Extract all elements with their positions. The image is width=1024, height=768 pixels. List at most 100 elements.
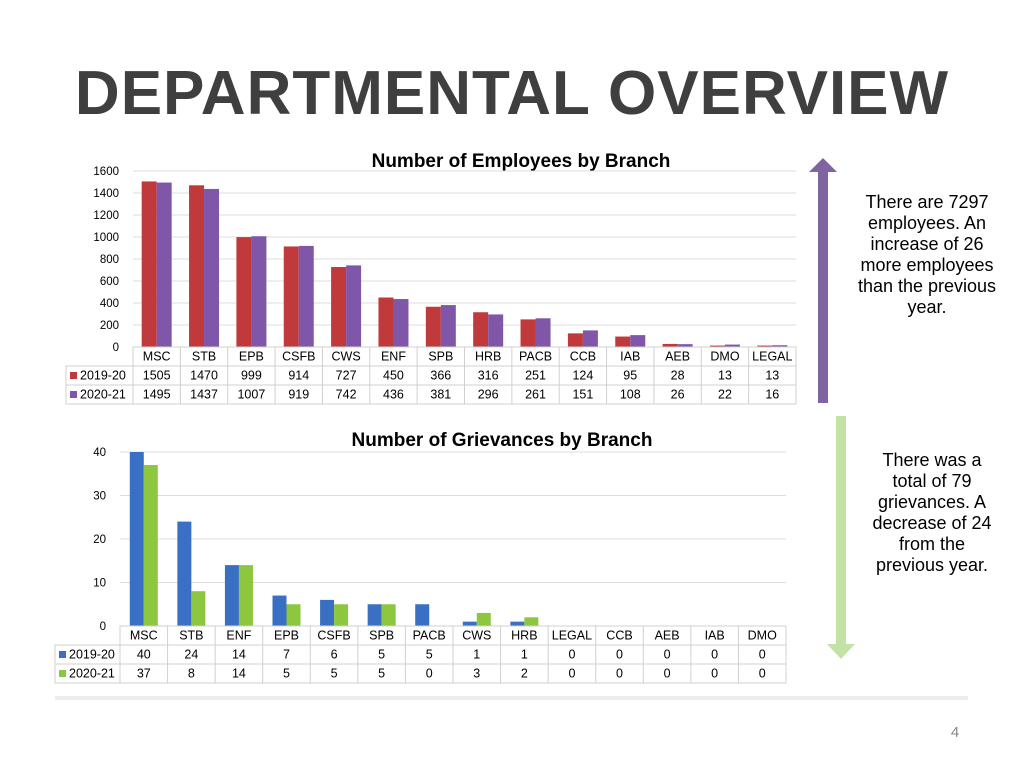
data-label: 727: [336, 369, 357, 383]
y-tick-label: 1200: [93, 210, 119, 222]
data-label: 124: [572, 369, 593, 383]
arrow-down-icon: [827, 416, 855, 659]
slide-title: DEPARTMENTAL OVERVIEW: [74, 59, 950, 128]
bar-2020-21-MSC: [143, 465, 158, 626]
category-label: PACB: [413, 629, 446, 643]
data-label: 1470: [190, 369, 218, 383]
legend-swatch-2020-21: [59, 670, 66, 677]
bar-2019-20-CCB: [567, 333, 583, 347]
bar-2019-20-MSC: [141, 181, 157, 347]
data-label: 3: [473, 667, 480, 681]
bar-2020-21-STB: [191, 591, 206, 626]
data-label: 5: [283, 667, 290, 681]
data-label: 108: [620, 388, 641, 402]
category-label: MSC: [130, 629, 158, 643]
bar-2020-21-LEGAL: [772, 345, 788, 347]
data-label: 5: [378, 667, 385, 681]
data-label: 0: [759, 648, 766, 662]
bar-2019-20-CWS: [462, 621, 477, 626]
data-label: 0: [568, 648, 575, 662]
bar-2020-21-CWS: [476, 612, 491, 626]
bar-2020-21-CSFB: [334, 604, 349, 626]
category-label: CWS: [462, 629, 491, 643]
data-label: 366: [430, 369, 451, 383]
data-label: 0: [664, 667, 671, 681]
bar-2019-20-PACB: [520, 319, 536, 347]
category-label: SPB: [428, 350, 453, 364]
data-label: 95: [623, 369, 637, 383]
bar-2019-20-STB: [189, 185, 205, 347]
category-label: MSC: [143, 350, 171, 364]
y-tick-label: 40: [93, 447, 106, 459]
legend-label: 2019-20: [69, 648, 115, 662]
bar-2020-21-CWS: [346, 265, 362, 347]
y-tick-label: 200: [100, 320, 119, 332]
bar-2020-21-EPB: [251, 236, 267, 347]
legend-label: 2020-21: [69, 667, 115, 681]
data-label: 0: [616, 667, 623, 681]
y-tick-label: 30: [93, 491, 106, 503]
data-label: 316: [478, 369, 499, 383]
category-label: LEGAL: [752, 350, 792, 364]
data-label: 251: [525, 369, 546, 383]
legend-label: 2019-20: [80, 369, 126, 383]
data-label: 151: [572, 388, 593, 402]
page-number: 4: [950, 724, 960, 741]
data-label: 40: [137, 648, 151, 662]
data-label: 37: [137, 667, 151, 681]
data-label: 1505: [143, 369, 171, 383]
category-label: IAB: [705, 629, 725, 643]
y-tick-label: 800: [100, 254, 119, 266]
bar-2020-21-CSFB: [298, 245, 314, 347]
data-label: 296: [478, 388, 499, 402]
bar-2020-21-HRB: [524, 617, 539, 626]
category-label: IAB: [620, 350, 640, 364]
y-tick-label: 1600: [93, 166, 119, 178]
bar-2020-21-SPB: [440, 305, 456, 347]
data-label: 5: [331, 667, 338, 681]
bar-2020-21-PACB: [535, 318, 551, 347]
data-label: 0: [759, 667, 766, 681]
category-label: AEB: [665, 350, 690, 364]
data-label: 450: [383, 369, 404, 383]
category-label: HRB: [475, 350, 501, 364]
bar-2019-20-HRB: [510, 621, 525, 626]
category-label: SPB: [369, 629, 394, 643]
category-label: ENF: [381, 350, 406, 364]
bar-2020-21-CCB: [582, 330, 598, 347]
bar-2019-20-STB: [177, 521, 192, 626]
data-label: 0: [664, 648, 671, 662]
bar-2019-20-ENF: [378, 297, 394, 347]
y-tick-label: 0: [113, 342, 119, 354]
data-label: 0: [711, 667, 718, 681]
bar-2019-20-AEB: [662, 343, 678, 347]
data-label: 13: [718, 369, 732, 383]
employees-chart: Number of Employees by Branch 0 200 400 600 8…: [65, 151, 797, 405]
bar-2019-20-CWS: [331, 267, 347, 347]
y-tick-label: 10: [93, 578, 106, 590]
bar-2020-21-IAB: [630, 335, 646, 347]
y-tick-label: 20: [93, 534, 106, 546]
data-label: 0: [426, 667, 433, 681]
y-tick-label: 1400: [93, 188, 119, 200]
data-label: 26: [671, 388, 685, 402]
category-label: HRB: [511, 629, 537, 643]
data-label: 14: [232, 667, 246, 681]
data-label: 24: [184, 648, 198, 662]
bar-2019-20-PACB: [415, 604, 430, 626]
legend-swatch-2019-20: [59, 651, 66, 658]
bar-2019-20-HRB: [473, 312, 489, 347]
category-label: EPB: [239, 350, 264, 364]
data-label: 381: [430, 388, 451, 402]
data-label: 8: [188, 667, 195, 681]
bar-2019-20-CSFB: [320, 599, 335, 626]
data-label: 0: [711, 648, 718, 662]
data-label: 28: [671, 369, 685, 383]
chart-title: Number of Grievances by Branch: [352, 430, 653, 451]
bar-2020-21-DMO: [724, 344, 740, 347]
y-tick-label: 0: [100, 621, 106, 633]
bar-2020-21-EPB: [286, 604, 301, 626]
y-tick-label: 400: [100, 298, 119, 310]
chart-title: Number of Employees by Branch: [372, 151, 671, 172]
data-label: 14: [232, 648, 246, 662]
